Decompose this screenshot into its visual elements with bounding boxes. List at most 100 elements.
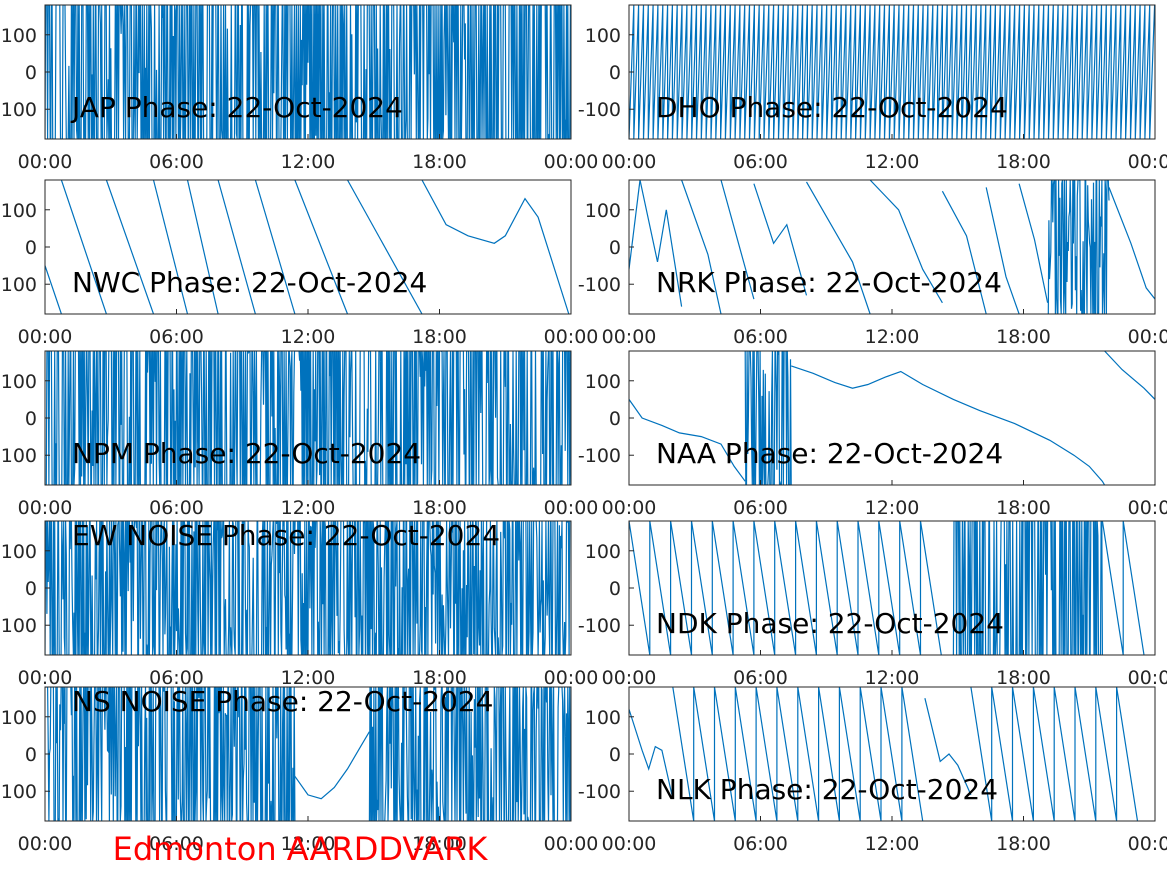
y-tick-label: 0 [25, 744, 37, 766]
x-tick-label: 12:00 [281, 326, 336, 348]
panel-title: NRK Phase: 22-Oct-2024 [656, 266, 1002, 299]
y-tick-label: 100 [1, 200, 37, 222]
trace-segment-1 [744, 351, 792, 485]
trace-segment-0 [45, 5, 571, 139]
panel-dho: 100 0 -100 00:00 06:00 12:00 18:00 00:00 DHO Pha… [578, 4, 1167, 173]
x-tick-label: 18:00 [412, 497, 467, 519]
trace-segment-1 [639, 180, 683, 307]
trace-segment-10 [1047, 180, 1110, 314]
y-tick-label: 100 [1, 541, 37, 563]
x-tick-label: 12:00 [865, 497, 920, 519]
panel-title: NPM Phase: 22-Oct-2024 [72, 437, 421, 470]
x-tick-label: 00:00 [544, 667, 599, 689]
trace-segment-0 [45, 265, 62, 314]
x-tick-label: 00:00 [602, 326, 657, 348]
trace-segment-1 [672, 687, 924, 821]
panel-ndk: 100 0 -100 00:00 06:00 12:00 18:00 00:00 NDK Pha… [578, 520, 1167, 689]
x-tick-label: 00:00 [544, 326, 599, 348]
trace-segment-5 [805, 181, 871, 314]
data-trace [45, 687, 571, 821]
trace-segment-0 [629, 399, 746, 482]
panel-title: EW NOISE Phase: 22-Oct-2024 [72, 519, 500, 552]
trace-segment-4 [186, 180, 219, 314]
trace-segment-9 [421, 180, 570, 314]
trace-segment-8 [985, 187, 1020, 314]
trace-segment-7 [294, 180, 349, 314]
panel-jap: 100 0 100 00:00 06:00 12:00 18:00 00:00 JAP Phas… [1, 4, 598, 173]
axes-background [629, 351, 1155, 485]
panel-nrk: 100 0 -100 00:00 06:00 12:00 18:00 00:00 NRK Pha… [578, 179, 1167, 348]
trace-segment-0 [629, 709, 674, 799]
panel-title: NDK Phase: 22-Oct-2024 [656, 607, 1004, 640]
y-tick-label: 0 [25, 578, 37, 600]
x-tick-label: 06:00 [149, 326, 204, 348]
trace-segment-9 [1018, 183, 1049, 303]
y-tick-label: 100 [1, 99, 37, 121]
x-tick-label: 12:00 [865, 667, 920, 689]
y-tick-label: 100 [1, 615, 37, 637]
y-tick-label: 0 [25, 237, 37, 259]
x-tick-label: 00:00 [1128, 833, 1167, 855]
trace-segment-3 [1104, 351, 1155, 400]
x-tick-label: 00:00 [18, 667, 73, 689]
trace-segment-0 [629, 180, 641, 270]
panel-ns-noise: 100 0 100 00:00 06:00 12:00 18:00 00:00 NS NOISE… [1, 685, 599, 855]
y-tick-label: 100 [1, 445, 37, 467]
y-tick-label: 0 [609, 578, 621, 600]
panel-title: DHO Phase: 22-Oct-2024 [656, 91, 1008, 124]
y-tick-label: 100 [1, 274, 37, 296]
data-trace [45, 5, 571, 139]
y-tick-label: 100 [1, 781, 37, 803]
trace-segment-0 [629, 5, 1155, 139]
trace-segment-2 [924, 698, 972, 796]
x-tick-label: 06:00 [733, 151, 788, 173]
x-tick-label: 12:00 [281, 667, 336, 689]
trace-segment-0 [629, 521, 942, 655]
trace-segment-3 [970, 687, 1139, 821]
panel-title: NLK Phase: 22-Oct-2024 [656, 773, 998, 806]
data-trace [629, 180, 1155, 314]
figure-footer-title: Edmonton AARDDVARK [113, 830, 489, 868]
x-tick-label: 06:00 [733, 497, 788, 519]
axes-background [45, 180, 571, 314]
x-tick-label: 06:00 [149, 151, 204, 173]
y-tick-label: 100 [585, 371, 621, 393]
panel-title: NWC Phase: 22-Oct-2024 [72, 266, 427, 299]
trace-segment-2 [791, 365, 1106, 485]
x-tick-label: 12:00 [865, 833, 920, 855]
x-tick-label: 00:00 [18, 497, 73, 519]
x-tick-label: 06:00 [733, 667, 788, 689]
x-tick-label: 18:00 [996, 497, 1051, 519]
y-tick-label: 100 [585, 707, 621, 729]
trace-segment-1 [60, 180, 107, 314]
y-tick-label: 0 [609, 408, 621, 430]
y-tick-label: 100 [585, 541, 621, 563]
x-tick-label: 00:00 [602, 497, 657, 519]
panel-nwc: 100 0 100 00:00 06:00 12:00 18:00 00:00 NWC Phas… [1, 179, 599, 348]
x-tick-label: 12:00 [281, 151, 336, 173]
y-tick-label: -100 [578, 781, 621, 803]
x-tick-label: 18:00 [412, 667, 467, 689]
y-tick-label: 0 [609, 237, 621, 259]
x-tick-label: 12:00 [865, 326, 920, 348]
x-tick-label: 18:00 [996, 667, 1051, 689]
trace-segment-1 [294, 731, 370, 800]
x-tick-label: 12:00 [281, 497, 336, 519]
x-tick-label: 00:00 [1128, 326, 1167, 348]
y-tick-label: -100 [578, 99, 621, 121]
trace-segment-0 [45, 687, 296, 821]
x-tick-label: 18:00 [996, 326, 1051, 348]
panel-npm: 100 0 100 00:00 06:00 12:00 18:00 00:00 NPM Phas… [1, 350, 598, 519]
y-tick-label: 100 [1, 371, 37, 393]
x-tick-label: 00:00 [1128, 667, 1167, 689]
trace-segment-6 [254, 180, 296, 314]
y-tick-label: 0 [25, 62, 37, 84]
x-tick-label: 06:00 [733, 833, 788, 855]
x-tick-label: 06:00 [149, 833, 204, 855]
x-tick-label: 00:00 [18, 151, 73, 173]
x-tick-label: 18:00 [996, 151, 1051, 173]
trace-segment-2 [681, 180, 722, 314]
data-trace [629, 521, 1145, 655]
trace-segment-3 [720, 180, 755, 300]
